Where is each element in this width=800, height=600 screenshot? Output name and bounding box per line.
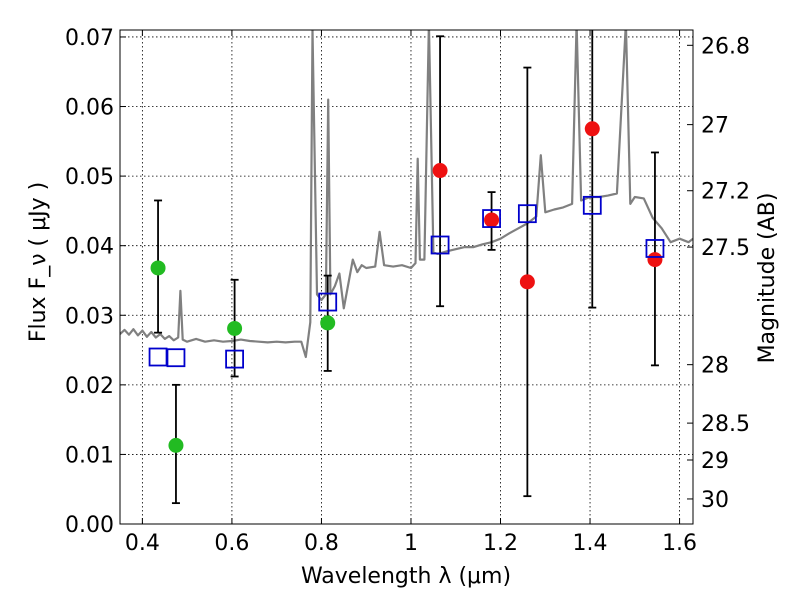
x-tick-label: 1 (404, 531, 418, 556)
right-tick-label: 29 (701, 449, 729, 474)
model-point (482, 209, 501, 228)
x-axis-title: Wavelength λ (μm) (301, 564, 511, 589)
y-tick-label: 0.02 (65, 374, 114, 399)
model-point (430, 235, 450, 255)
tick-layer: 0.4 0.6 0.8 1 1.2 1.4 1.6 0.00 0.01 0.02 0.03 0.04 0… (65, 26, 750, 556)
model-point (318, 292, 338, 312)
spectrum-line (120, 30, 693, 359)
y-tick-label: 0.05 (65, 165, 114, 190)
data-point (519, 274, 535, 290)
plot-frame (119, 29, 694, 525)
right-tick-label: 30 (701, 488, 729, 513)
y-tick-label: 0.03 (65, 304, 114, 329)
right-tick-label: 27.5 (701, 236, 750, 261)
data-point (168, 437, 184, 453)
data-point (320, 315, 336, 331)
data-point (484, 212, 500, 228)
y-tick-label: 0.06 (65, 96, 114, 121)
y-tick-label: 0.04 (65, 235, 114, 260)
y-axis-title: Flux F_ν ( μJy ) (26, 182, 51, 342)
right-axis-title: Magnitude (AB) (755, 193, 780, 364)
spectrum-layer (120, 30, 693, 359)
model-point (166, 348, 186, 368)
x-tick-label: 1.2 (483, 531, 518, 556)
errorbar-layer (154, 30, 659, 505)
x-tick-label: 0.6 (214, 531, 249, 556)
x-tick-label: 1.4 (573, 531, 608, 556)
y-tick-label: 0.00 (65, 513, 114, 538)
x-tick-label: 0.4 (125, 531, 160, 556)
data-point (647, 252, 663, 268)
data-point (584, 121, 600, 137)
model-point (645, 239, 665, 258)
model-point (582, 195, 602, 215)
right-tick-label: 27.2 (701, 180, 750, 205)
x-tick-label: 1.6 (662, 531, 697, 556)
data-point (227, 320, 243, 336)
marker-layer (148, 121, 665, 453)
y-tick-label: 0.07 (65, 26, 114, 51)
right-tick-label: 28.5 (701, 412, 750, 437)
right-tick-label: 26.8 (701, 34, 750, 59)
data-point (432, 163, 448, 179)
y-tick-label: 0.01 (65, 443, 114, 468)
right-tick-label: 27 (701, 114, 729, 139)
x-tick-label: 0.8 (304, 531, 339, 556)
data-point (150, 260, 166, 276)
model-point (225, 349, 245, 369)
grid (120, 30, 693, 525)
right-tick-label: 28 (701, 354, 729, 379)
model-point (517, 204, 537, 224)
model-point (148, 347, 168, 367)
